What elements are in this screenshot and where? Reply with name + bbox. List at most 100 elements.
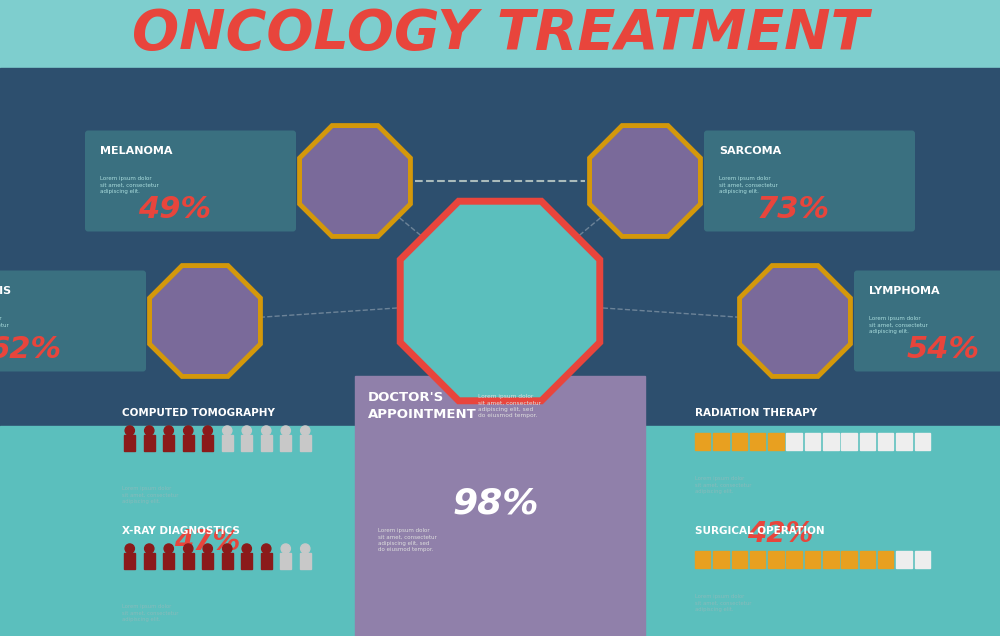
Bar: [805, 433, 820, 450]
Text: Lorem ipsum dolor
sit amet, consectetur
adipiscing elit.: Lorem ipsum dolor sit amet, consectetur …: [719, 176, 778, 195]
Bar: [261, 434, 272, 451]
Bar: [713, 551, 729, 568]
Bar: [860, 433, 875, 450]
Bar: [0, 0, 1000, 68]
Bar: [280, 434, 291, 451]
Text: 47%: 47%: [174, 528, 240, 556]
Text: MELANOMA: MELANOMA: [100, 146, 173, 155]
Bar: [732, 433, 747, 450]
Circle shape: [203, 426, 212, 435]
Bar: [841, 433, 857, 450]
Bar: [163, 553, 174, 569]
Bar: [841, 551, 857, 568]
Bar: [241, 434, 252, 451]
Circle shape: [203, 544, 212, 553]
Text: 62%: 62%: [0, 335, 61, 364]
Text: Lorem ipsum dolor
sit amet, consectetur
adipiscing elit.: Lorem ipsum dolor sit amet, consectetur …: [869, 316, 928, 335]
Text: X-RAY DIAGNOSTICS: X-RAY DIAGNOSTICS: [122, 526, 240, 536]
Bar: [732, 551, 747, 568]
Bar: [695, 551, 710, 568]
Circle shape: [184, 544, 193, 553]
Text: COMPUTED TOMOGRAPHY: COMPUTED TOMOGRAPHY: [122, 408, 275, 418]
Text: Lorem ipsum dolor
sit amet, consectetur
adipiscing elit.: Lorem ipsum dolor sit amet, consectetur …: [695, 594, 752, 612]
Bar: [202, 434, 213, 451]
Circle shape: [164, 426, 173, 435]
Circle shape: [262, 426, 271, 435]
Circle shape: [125, 544, 134, 553]
FancyBboxPatch shape: [854, 270, 1000, 371]
Polygon shape: [300, 125, 410, 237]
Bar: [823, 433, 839, 450]
Bar: [124, 434, 135, 451]
Bar: [896, 433, 912, 450]
Circle shape: [145, 426, 154, 435]
Text: Lorem ipsum dolor
sit amet, consectetur
adipiscing elit.: Lorem ipsum dolor sit amet, consectetur …: [695, 476, 752, 494]
Circle shape: [164, 544, 173, 553]
Bar: [0, 426, 1000, 636]
Bar: [915, 433, 930, 450]
Circle shape: [242, 544, 251, 553]
Bar: [750, 551, 765, 568]
Text: RADIATION THERAPY: RADIATION THERAPY: [695, 408, 817, 418]
FancyBboxPatch shape: [704, 130, 915, 232]
Bar: [0, 68, 1000, 426]
Circle shape: [262, 544, 271, 553]
Text: LYMPHOMA: LYMPHOMA: [869, 286, 940, 296]
Bar: [750, 433, 765, 450]
Text: DOCTOR'S
APPOINTMENT: DOCTOR'S APPOINTMENT: [368, 391, 477, 420]
Bar: [144, 553, 155, 569]
Bar: [202, 553, 213, 569]
Bar: [896, 551, 912, 568]
Text: SARCOMA: SARCOMA: [719, 146, 781, 155]
Circle shape: [125, 426, 134, 435]
FancyBboxPatch shape: [85, 130, 296, 232]
Circle shape: [301, 426, 310, 435]
Text: Lorem ipsum dolor
sit amet, consectetur
adipiscing elit.: Lorem ipsum dolor sit amet, consectetur …: [100, 176, 159, 195]
Text: ONCOLOGY TREATMENT: ONCOLOGY TREATMENT: [132, 7, 868, 61]
Text: 42%: 42%: [747, 520, 813, 548]
Bar: [915, 551, 930, 568]
Polygon shape: [590, 125, 700, 237]
Text: 49%: 49%: [138, 195, 211, 223]
Bar: [786, 551, 802, 568]
Bar: [280, 553, 291, 569]
Circle shape: [281, 426, 290, 435]
Bar: [860, 551, 875, 568]
Polygon shape: [150, 266, 260, 377]
Bar: [183, 434, 194, 451]
Bar: [300, 553, 311, 569]
Polygon shape: [400, 201, 600, 401]
Bar: [222, 434, 233, 451]
Bar: [786, 433, 802, 450]
Text: 98%: 98%: [453, 486, 540, 520]
Bar: [124, 553, 135, 569]
Circle shape: [223, 544, 232, 553]
Bar: [241, 553, 252, 569]
Text: 73%: 73%: [757, 195, 830, 223]
Circle shape: [301, 544, 310, 553]
Text: Lorem ipsum dolor
sit amet, consectetur
adipiscing elit, sed
do eiusmod tempor.: Lorem ipsum dolor sit amet, consectetur …: [478, 394, 541, 418]
Bar: [261, 553, 272, 569]
Bar: [878, 433, 893, 450]
Bar: [805, 551, 820, 568]
Bar: [695, 433, 710, 450]
Circle shape: [242, 426, 251, 435]
Polygon shape: [740, 266, 850, 377]
Bar: [183, 553, 194, 569]
Bar: [768, 551, 784, 568]
Text: SURGICAL OPERATION: SURGICAL OPERATION: [695, 526, 825, 536]
Bar: [222, 553, 233, 569]
Text: LEUCOSIS: LEUCOSIS: [0, 286, 11, 296]
FancyBboxPatch shape: [0, 270, 146, 371]
Text: Lorem ipsum dolor
sit amet, consectetur
adipiscing elit, sed
do eiusmod tempor.: Lorem ipsum dolor sit amet, consectetur …: [378, 528, 437, 552]
Bar: [768, 433, 784, 450]
Text: Lorem ipsum dolor
sit amet, consectetur
adipiscing elit.: Lorem ipsum dolor sit amet, consectetur …: [122, 486, 178, 504]
Circle shape: [145, 544, 154, 553]
Circle shape: [184, 426, 193, 435]
Circle shape: [223, 426, 232, 435]
Bar: [878, 551, 893, 568]
Bar: [713, 433, 729, 450]
Bar: [355, 376, 645, 636]
Bar: [163, 434, 174, 451]
Text: Lorem ipsum dolor
sit amet, consectetur
adipiscing elit.: Lorem ipsum dolor sit amet, consectetur …: [122, 604, 178, 622]
